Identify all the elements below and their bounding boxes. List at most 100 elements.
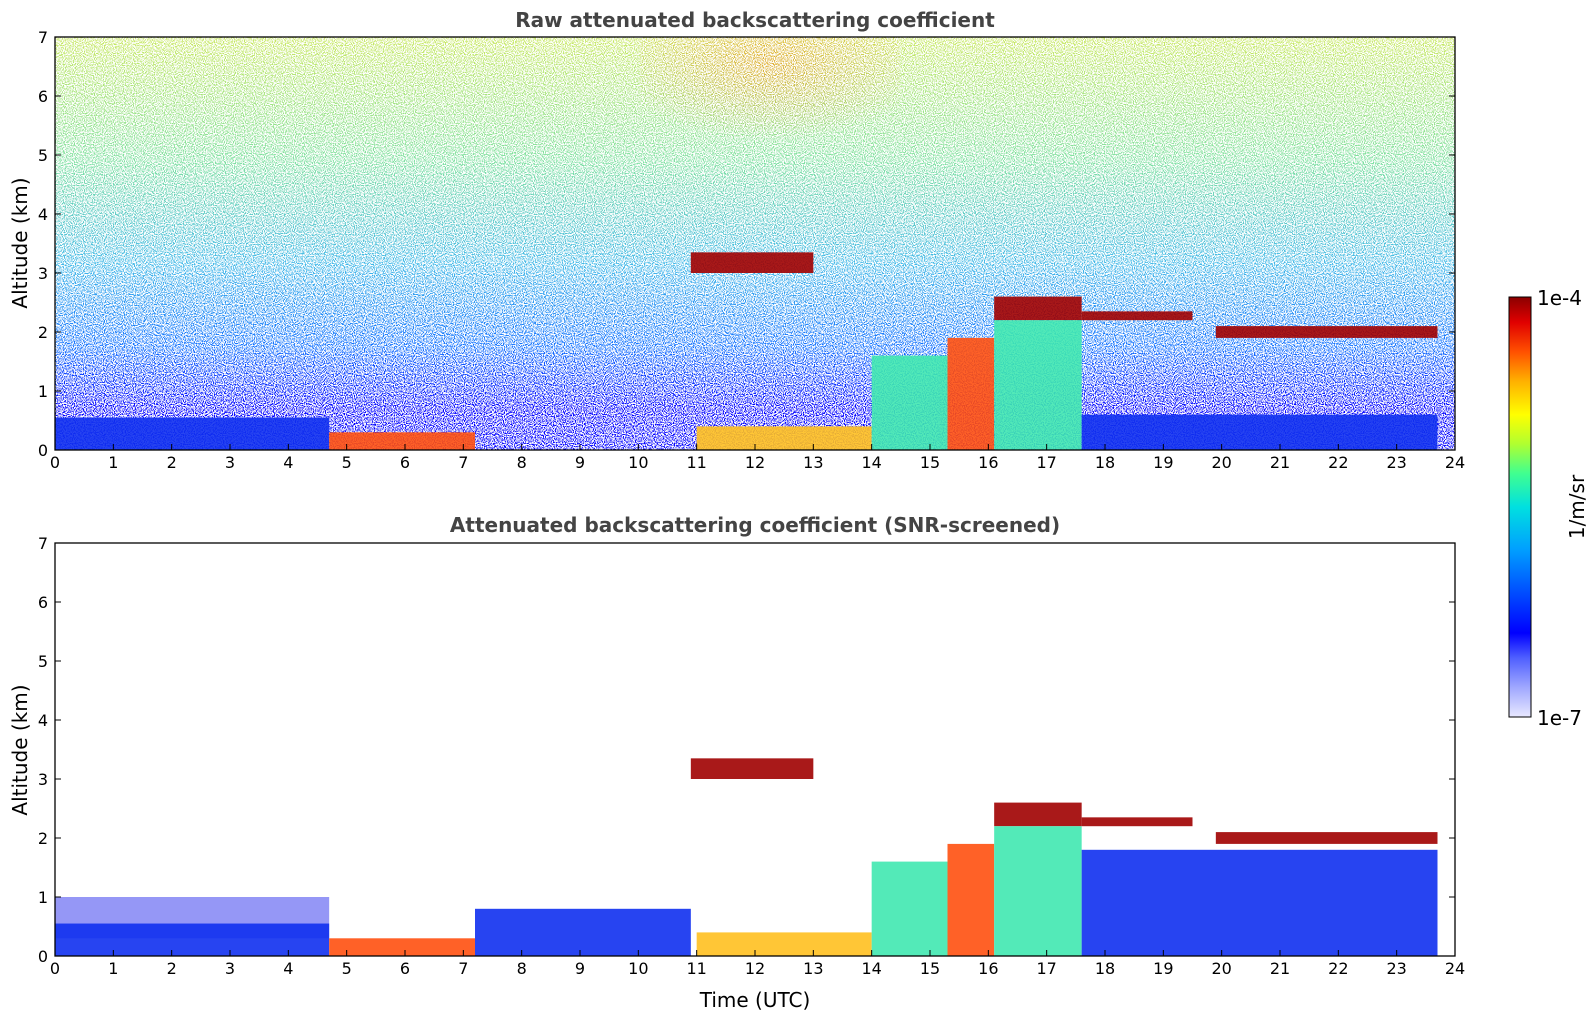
raw-x-tick-label: 21 — [1270, 453, 1290, 472]
raw-feature-4 — [871, 355, 948, 450]
screened-y-tick-label: 0 — [38, 947, 48, 966]
raw-chart-title: Raw attenuated backscattering coefficien… — [515, 8, 995, 32]
raw-x-tick-label: 1 — [108, 453, 118, 472]
screened-y-tick-label: 4 — [38, 711, 48, 730]
raw-x-tick-label: 2 — [167, 453, 177, 472]
screened-feature-2 — [329, 938, 475, 956]
screened-y-axis-label: Altitude (km) — [8, 684, 32, 815]
screened-feature-4 — [690, 758, 814, 779]
raw-feature-7 — [994, 320, 1082, 450]
raw-y-tick-label: 2 — [38, 323, 48, 342]
raw-y-tick-label: 4 — [38, 205, 48, 224]
screened-x-tick-label: 21 — [1270, 959, 1290, 978]
screened-feature-8 — [994, 802, 1082, 827]
screened-x-tick-label: 9 — [575, 959, 585, 978]
raw-x-tick-label: 24 — [1445, 453, 1465, 472]
screened-features — [55, 758, 1438, 956]
raw-x-tick-label: 3 — [225, 453, 235, 472]
screened-x-tick-label: 0 — [50, 959, 60, 978]
raw-x-tick-label: 23 — [1386, 453, 1406, 472]
raw-y-tick-label: 5 — [38, 146, 48, 165]
raw-x-tick-label: 6 — [400, 453, 410, 472]
screened-x-tick-label: 1 — [108, 959, 118, 978]
raw-x-tick-label: 19 — [1153, 453, 1173, 472]
screened-x-tick-label: 10 — [628, 959, 648, 978]
raw-feature-2 — [690, 252, 814, 273]
screened-x-tick-label: 8 — [517, 959, 527, 978]
raw-x-tick-label: 8 — [517, 453, 527, 472]
raw-x-tick-label: 20 — [1211, 453, 1231, 472]
screened-feature-6 — [871, 861, 948, 956]
raw-x-tick-label: 15 — [920, 453, 940, 472]
screened-x-tick-label: 19 — [1153, 959, 1173, 978]
raw-y-tick-label: 7 — [38, 28, 48, 47]
raw-backscatter-panel — [55, 37, 1455, 450]
screened-y-tick-label: 5 — [38, 652, 48, 671]
raw-feature-6 — [994, 296, 1082, 321]
colorbar-max-label: 1e-4 — [1537, 286, 1582, 310]
screened-x-tick-label: 7 — [458, 959, 468, 978]
raw-y-axis-label: Altitude (km) — [8, 177, 32, 308]
raw-x-tick-label: 18 — [1095, 453, 1115, 472]
raw-x-tick-label: 13 — [803, 453, 823, 472]
screened-y-tick-label: 1 — [38, 888, 48, 907]
raw-x-tick-label: 17 — [1036, 453, 1056, 472]
axis-ticks: 0 1 2 3 4 5 6 7 8 9 10 11 12 13 14 15 16 17 18 19 20 21 22 23 24… — [38, 28, 1465, 978]
screened-x-tick-label: 11 — [686, 959, 706, 978]
raw-y-tick-label: 3 — [38, 264, 48, 283]
raw-y-tick-label: 1 — [38, 382, 48, 401]
colorbar: 1e-4 1e-7 1/m/sr — [1508, 286, 1589, 730]
raw-feature-0 — [55, 417, 330, 450]
screened-feature-11 — [1215, 832, 1438, 844]
screened-x-tick-label: 5 — [342, 959, 352, 978]
screened-x-tick-label: 6 — [400, 959, 410, 978]
screened-y-tick-label: 7 — [38, 534, 48, 553]
colorbar-min-label: 1e-7 — [1537, 706, 1582, 730]
raw-x-tick-label: 5 — [342, 453, 352, 472]
screened-x-tick-label: 12 — [745, 959, 765, 978]
raw-x-tick-label: 22 — [1328, 453, 1348, 472]
raw-speckle — [55, 37, 1455, 450]
screened-x-tick-label: 24 — [1445, 959, 1465, 978]
screened-feature-1 — [55, 923, 330, 956]
screened-feature-5 — [696, 932, 872, 956]
colorbar-gradient — [1508, 296, 1532, 718]
raw-feature-8 — [1081, 311, 1193, 321]
screened-x-tick-label: 16 — [978, 959, 998, 978]
screened-y-tick-label: 6 — [38, 593, 48, 612]
screened-feature-12 — [1081, 849, 1438, 956]
screened-feature-10 — [1081, 817, 1193, 827]
raw-feature-9 — [1215, 326, 1438, 338]
screened-feature-7 — [947, 843, 995, 956]
raw-x-tick-label: 10 — [628, 453, 648, 472]
screened-backscatter-panel — [55, 543, 1455, 956]
raw-x-tick-label: 14 — [861, 453, 881, 472]
screened-x-tick-label: 23 — [1386, 959, 1406, 978]
raw-features — [55, 252, 1438, 450]
screened-feature-3 — [475, 908, 691, 956]
screened-x-tick-label: 2 — [167, 959, 177, 978]
raw-x-tick-label: 16 — [978, 453, 998, 472]
screened-x-tick-label: 17 — [1036, 959, 1056, 978]
screened-x-tick-label: 15 — [920, 959, 940, 978]
raw-x-tick-label: 12 — [745, 453, 765, 472]
screened-x-tick-label: 4 — [283, 959, 293, 978]
raw-feature-10 — [1081, 414, 1438, 450]
screened-x-tick-label: 3 — [225, 959, 235, 978]
screened-x-tick-label: 18 — [1095, 959, 1115, 978]
raw-x-tick-label: 11 — [686, 453, 706, 472]
raw-x-tick-label: 4 — [283, 453, 293, 472]
screened-chart-title: Attenuated backscattering coefficient (S… — [450, 513, 1060, 537]
raw-x-tick-label: 0 — [50, 453, 60, 472]
screened-x-tick-label: 13 — [803, 959, 823, 978]
colorbar-unit-label: 1/m/sr — [1565, 474, 1589, 539]
raw-y-tick-label: 6 — [38, 87, 48, 106]
screened-y-tick-label: 3 — [38, 770, 48, 789]
raw-y-tick-label: 0 — [38, 441, 48, 460]
raw-feature-1 — [329, 432, 475, 450]
screened-x-tick-label: 14 — [861, 959, 881, 978]
screened-y-tick-label: 2 — [38, 829, 48, 848]
raw-feature-5 — [947, 337, 995, 450]
x-axis-label: Time (UTC) — [699, 988, 811, 1012]
